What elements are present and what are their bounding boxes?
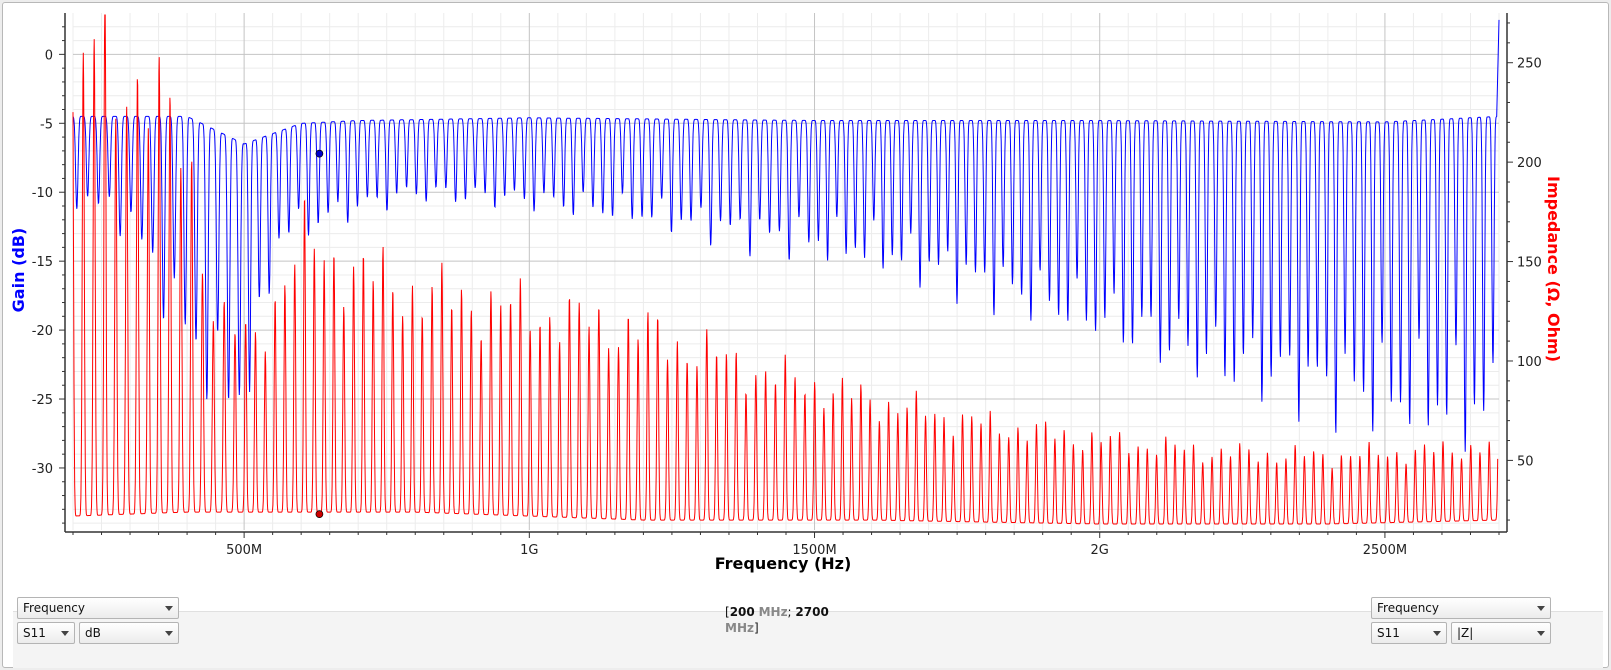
right-param-select[interactable]: S11 — [1371, 622, 1447, 644]
x-tick-label: 1500M — [792, 543, 836, 558]
chart-controls: Frequency S11 dB [200 MHz; 2700 MHz] Freq… — [13, 597, 1603, 668]
right-unit-select[interactable]: |Z| — [1451, 622, 1551, 644]
y-tick-label-right: 50 — [1517, 454, 1534, 469]
x-tick-label: 2G — [1091, 543, 1109, 558]
y-tick-label-right: 100 — [1517, 355, 1542, 370]
marker-point — [315, 510, 324, 518]
y-tick-label-left: 0 — [45, 48, 53, 63]
left-unit-value: dB — [85, 626, 101, 640]
y-tick-label-right: 250 — [1517, 57, 1542, 72]
series-line-s11-db — [72, 19, 1500, 452]
left-xsource-select[interactable]: Frequency — [17, 597, 179, 619]
y-tick-label-right: 200 — [1517, 156, 1542, 171]
left-param-select[interactable]: S11 — [17, 622, 75, 644]
left-xsource-value: Frequency — [23, 601, 85, 615]
frequency-range-label: [200 MHz; 2700 MHz] — [725, 605, 829, 635]
y-axis-label-right: Impedance (Ω, Ohm) — [1544, 176, 1563, 362]
y-tick-label-right: 150 — [1517, 256, 1542, 271]
y-tick-label-left: -30 — [32, 462, 53, 477]
y-tick-label-left: -5 — [40, 117, 53, 132]
chart-plot[interactable]: 500M 1G 1500M 2G 2500M 0 -5 -10 -15 -20 -25 -30 50 10… — [3, 3, 1608, 608]
right-unit-value: |Z| — [1457, 626, 1474, 640]
marker-point — [315, 149, 324, 158]
x-tick-label: 1G — [520, 543, 538, 558]
chevron-down-icon — [165, 631, 173, 636]
range-start: 200 — [729, 605, 755, 619]
chart-axes: 500M 1G 1500M 2G 2500M 0 -5 -10 -15 -20 -25 -30 50 10… — [32, 13, 1542, 558]
x-tick-label: 500M — [226, 543, 262, 558]
right-param-value: S11 — [1377, 626, 1400, 640]
chevron-down-icon — [1433, 631, 1441, 636]
y-tick-label-left: -20 — [32, 324, 53, 339]
y-tick-label-left: -25 — [32, 393, 53, 408]
chevron-down-icon — [1537, 606, 1545, 611]
range-separator: ; — [787, 605, 792, 619]
x-axis-label: Frequency (Hz) — [715, 554, 852, 573]
range-start-unit: MHz — [758, 605, 788, 619]
chart-markers — [315, 149, 324, 518]
x-tick-label: 2500M — [1363, 543, 1407, 558]
right-xsource-value: Frequency — [1377, 601, 1439, 615]
y-tick-label-left: -15 — [32, 255, 53, 270]
series-line-impedance — [72, 14, 1499, 525]
y-tick-label-left: -10 — [32, 186, 53, 201]
chart-series — [72, 14, 1500, 525]
chevron-down-icon — [1537, 631, 1545, 636]
right-xsource-select[interactable]: Frequency — [1371, 597, 1551, 619]
left-unit-select[interactable]: dB — [79, 622, 179, 644]
range-end-unit: MHz — [725, 621, 754, 635]
chevron-down-icon — [61, 631, 69, 636]
y-axis-label-left: Gain (dB) — [9, 228, 28, 313]
range-end: 2700 — [795, 605, 829, 619]
chevron-down-icon — [165, 606, 173, 611]
left-param-value: S11 — [23, 626, 46, 640]
